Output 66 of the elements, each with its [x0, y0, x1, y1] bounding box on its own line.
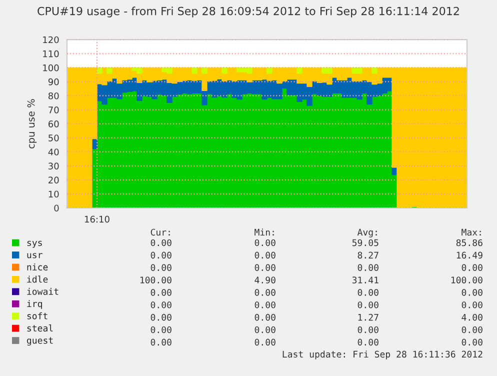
- text: 0.00: [254, 264, 276, 272]
- text: 0.00: [150, 301, 172, 308]
- text: 0.00: [254, 326, 276, 334]
- text: Min:: [254, 228, 274, 236]
- y-axis-title: cpu use %: [27, 99, 37, 148]
- text: 0.00: [150, 338, 172, 346]
- y-tick-label: 20: [48, 176, 59, 184]
- text: 0.00: [358, 326, 378, 334]
- text: 0.00: [462, 264, 482, 272]
- text: 100.00: [451, 276, 482, 284]
- text: Avg:: [357, 228, 377, 238]
- legend-label: irq: [27, 300, 42, 309]
- legend-label: sys: [27, 240, 42, 248]
- text: Last update: Fri Sep 28 16:11:36 2012: [282, 350, 482, 360]
- text: 4.00: [462, 314, 482, 321]
- text: 0.00: [254, 338, 276, 346]
- text: 8.27: [358, 252, 378, 259]
- y-tick-label: 10: [48, 190, 59, 198]
- text: Cur:: [150, 228, 170, 236]
- text: 59.05: [352, 239, 378, 246]
- legend-label: iowait: [27, 288, 58, 295]
- legend-label: nice: [27, 263, 48, 270]
- text: 0.00: [358, 264, 378, 272]
- text: 0.00: [150, 264, 172, 272]
- text: 0.00: [254, 289, 276, 296]
- text: 85.86: [456, 239, 482, 246]
- text: 0.00: [150, 239, 172, 246]
- text: 0.00: [358, 338, 378, 346]
- legend-label: idle: [27, 276, 48, 283]
- text: 0.00: [254, 314, 276, 321]
- text: 31.41: [352, 276, 378, 284]
- legend-label: soft: [27, 312, 48, 320]
- text: Max:: [462, 228, 481, 236]
- text: 4.90: [254, 276, 276, 284]
- text: 0.00: [462, 326, 482, 334]
- y-tick-label: 100: [43, 64, 59, 72]
- legend-label: steal: [27, 324, 53, 332]
- text: 16.49: [456, 252, 482, 259]
- text: 0.00: [254, 252, 276, 259]
- x-tick-label: 16:10: [84, 216, 110, 223]
- text: 0.00: [150, 252, 172, 259]
- text: 1.27: [358, 314, 378, 321]
- text: 0.00: [150, 314, 172, 321]
- y-tick-label: 60: [48, 120, 59, 128]
- y-tick-label: 120: [43, 36, 59, 44]
- text: 0.00: [462, 338, 482, 346]
- y-tick-label: 0: [54, 204, 59, 212]
- chart-title: CPU#19 usage - from Fri Sep 28 16:09:54 2012 to Fri Sep 28 16:11:14 2012: [38, 6, 459, 18]
- text: 0.00: [254, 239, 276, 246]
- y-tick-label: 90: [48, 78, 59, 86]
- y-tick-label: 40: [48, 148, 59, 156]
- text: 100.00: [140, 276, 172, 284]
- legend-label: guest: [26, 337, 53, 346]
- y-tick-label: 30: [48, 162, 59, 170]
- text: 0.00: [462, 289, 482, 296]
- y-tick-label: 110: [43, 50, 59, 58]
- text: 0.00: [150, 289, 172, 296]
- y-tick-label: 50: [48, 134, 59, 142]
- y-tick-label: 80: [48, 92, 59, 100]
- y-tick-label: 70: [48, 106, 59, 114]
- text: 0.00: [150, 326, 172, 334]
- text: 0.00: [358, 301, 378, 308]
- text: 0.00: [254, 301, 276, 308]
- text: 0.00: [462, 301, 482, 308]
- legend-label: usr: [27, 253, 42, 258]
- text: 0.00: [358, 289, 378, 296]
